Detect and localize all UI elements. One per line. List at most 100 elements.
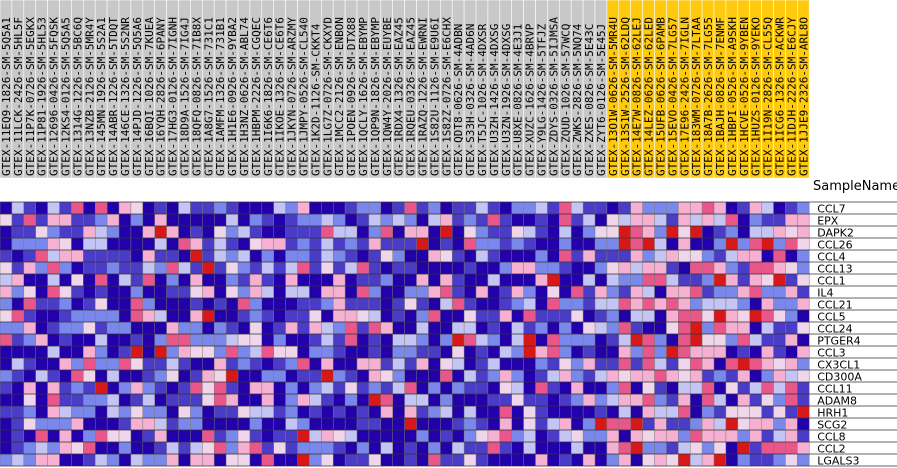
heatmap-cell [130,442,143,454]
heatmap-cell [535,202,548,214]
heatmap-cell [737,322,750,334]
heatmap-cell [583,382,595,394]
heatmap-cell [559,346,572,358]
heatmap-cell [226,274,238,286]
heatmap-cell [333,358,346,370]
heatmap-cell [761,346,774,358]
heatmap-cell [392,370,405,382]
heatmap-cell [23,262,36,274]
heatmap-cell [83,358,96,370]
sample-label: GTEX-1RAZQ-1226-SM-EWRNI [416,17,429,176]
heatmap-cell [154,382,167,394]
heatmap-cell [285,406,298,418]
heatmap-cell [440,334,453,346]
heatmap-cell [785,358,798,370]
heatmap-cell [71,274,84,286]
heatmap-cell [404,250,417,262]
heatmap-cell [273,274,286,286]
heatmap-cell [130,286,143,298]
heatmap-cell [119,250,131,262]
heatmap-cell [785,442,798,454]
heatmap-cell [511,322,524,334]
heatmap-cell [642,322,655,334]
heatmap-cell [59,250,72,262]
heatmap-cell [702,442,714,454]
sample-label: GTEX-1IKOE-1326-SM-CE6T6 [274,17,287,176]
heatmap-cell [0,214,12,226]
heatmap-cell [523,262,536,274]
heatmap-cell [523,298,536,310]
heatmap-cell [83,238,96,250]
heatmap-cell [309,430,322,442]
heatmap-cell [428,298,441,310]
heatmap-cell [642,298,655,310]
heatmap-cell [535,334,548,346]
sample-label: GTEX-1I6K6-1826-SM-CE6T6 [262,17,275,176]
sample-label: GTEX-15EVO-0426-SM-7LG57 [666,17,679,176]
heatmap-cell [154,442,167,454]
heatmap-cell [309,298,322,310]
heatmap-cell [83,346,96,358]
heatmap-cell [535,274,548,286]
heatmap-cell [452,454,465,466]
heatmap-cell [666,370,679,382]
heatmap-cell [333,442,346,454]
heatmap-cell [178,250,191,262]
heatmap-cell [404,214,417,226]
heatmap-cell [273,418,286,430]
heatmap-cell [440,394,453,406]
heatmap-cell [725,442,738,454]
heatmap-cell [642,382,655,394]
heatmap-cell [630,430,643,442]
heatmap-cell [583,322,595,334]
heatmap-cell [297,202,310,214]
heatmap-cell [725,394,738,406]
heatmap-cell [571,370,584,382]
heatmap-cell [499,382,512,394]
heatmap-cell [773,442,786,454]
heatmap-cell [202,274,215,286]
heatmap-cell [35,370,48,382]
heatmap-cell [190,226,203,238]
heatmap-cell [238,262,250,274]
heatmap-cell [166,406,179,418]
heatmap-cell [380,406,393,418]
heatmap-cell [452,442,465,454]
heatmap-cell [797,442,810,454]
heatmap-cell [142,214,155,226]
heatmap-cell [190,250,203,262]
heatmap-cell [690,322,703,334]
heatmap-cell [595,406,607,418]
heatmap-cell [464,430,476,442]
sample-header-bg [796,0,810,179]
heatmap-cell [654,406,667,418]
heatmap-cell [583,238,595,250]
heatmap-cell [690,406,703,418]
heatmap-cell [226,358,238,370]
heatmap-cell [535,238,548,250]
heatmap-cell [440,358,453,370]
heatmap-cell [559,382,572,394]
sample-label: GTEX-1POEN-0926-SM-DTX88 [345,17,358,176]
heatmap-cell [154,274,167,286]
heatmap-cell [35,202,48,214]
heatmap-cell [761,406,774,418]
heatmap-cell [261,430,274,442]
heatmap-cell [487,442,500,454]
heatmap-cell [345,346,357,358]
heatmap-cell [595,202,607,214]
heatmap-cell [35,418,48,430]
heatmap-cell [606,262,619,274]
heatmap-cell [71,394,84,406]
heatmap-cell [785,334,798,346]
heatmap-cell [0,310,12,322]
gene-label: SCG2 [817,419,847,432]
heatmap-cell [618,250,631,262]
heatmap-cell [83,202,96,214]
heatmap-cell [618,418,631,430]
heatmap-cell [511,334,524,346]
heatmap-cell [35,358,48,370]
heatmap-cell [190,382,203,394]
heatmap-cell [404,418,417,430]
heatmap-cell [642,346,655,358]
